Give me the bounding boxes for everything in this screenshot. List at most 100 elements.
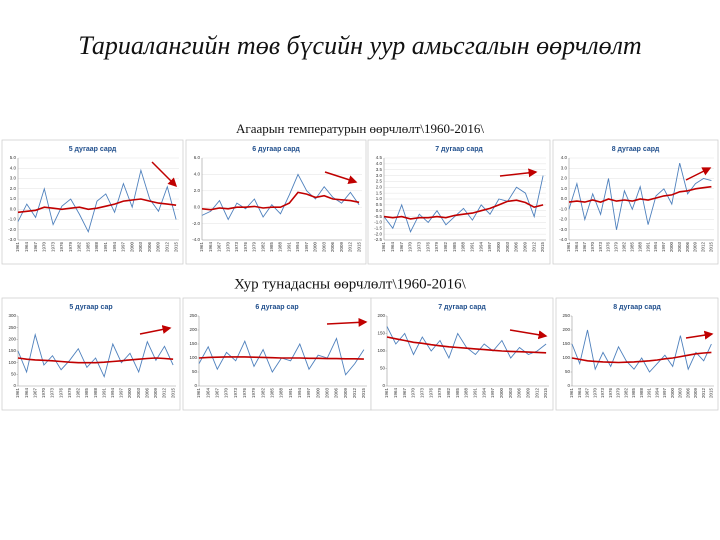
- x-tick-label: 2015: [356, 242, 361, 253]
- x-tick-label: 2003: [136, 388, 141, 399]
- x-tick-label: 2000: [313, 242, 318, 253]
- trend-line: [571, 351, 712, 364]
- panel: [1, 297, 181, 411]
- y-tick-label: 0: [382, 383, 385, 388]
- x-tick-label: 1982: [260, 242, 265, 253]
- x-tick-label: 1988: [637, 242, 642, 253]
- x-tick-label: 1979: [68, 242, 73, 253]
- trend-line: [17, 357, 174, 364]
- y-tick-label: 100: [562, 355, 570, 360]
- trend-arrow: [324, 171, 358, 184]
- x-tick-label: 1973: [233, 388, 238, 399]
- x-tick-label: 1967: [399, 242, 404, 253]
- y-tick-label: 0.0: [194, 204, 201, 209]
- x-tick-label: 1964: [24, 388, 29, 399]
- x-tick-label: 1988: [461, 242, 466, 253]
- data-line: [17, 332, 174, 379]
- x-tick-label: 2012: [164, 242, 169, 253]
- x-tick-label: 1976: [243, 242, 248, 253]
- panel-title: 5 дугаар сар: [69, 304, 112, 311]
- x-tick-label: 1961: [566, 242, 571, 253]
- x-tick-label: 1961: [15, 242, 20, 253]
- trend-line: [383, 199, 544, 220]
- y-tick-label: 4.0: [561, 155, 568, 160]
- x-tick-label: 1997: [119, 388, 124, 399]
- x-tick-label: 2006: [517, 388, 522, 399]
- x-tick-label: 2003: [508, 388, 513, 399]
- data-line: [571, 329, 712, 373]
- trend-arrow: [509, 329, 548, 340]
- x-tick-label: 1994: [653, 242, 658, 253]
- y-tick-label: 2.0: [194, 188, 201, 193]
- x-tick-label: 1964: [205, 388, 210, 399]
- trend-line: [201, 191, 360, 211]
- x-tick-label: 1976: [608, 388, 613, 399]
- x-tick-label: 2006: [330, 242, 335, 253]
- x-tick-label: 1970: [411, 388, 416, 399]
- trend-line: [17, 198, 177, 214]
- x-tick-label: 2009: [153, 388, 158, 399]
- x-tick-label: 1964: [208, 242, 213, 253]
- x-tick-label: 1961: [569, 388, 574, 399]
- trend-line: [198, 356, 364, 360]
- x-tick-label: 2003: [505, 242, 510, 253]
- panel-title: 8 дугаар сард: [613, 304, 661, 311]
- y-tick-label: 3.0: [561, 165, 568, 170]
- x-tick-label: 1991: [647, 388, 652, 399]
- y-tick-label: -1.0: [8, 217, 16, 222]
- x-tick-label: 1985: [85, 242, 90, 253]
- x-tick-label: 1982: [260, 388, 265, 399]
- x-tick-label: 2009: [339, 242, 344, 253]
- x-tick-label: 1979: [252, 242, 257, 253]
- x-tick-label: 2006: [685, 388, 690, 399]
- x-tick-label: 1991: [286, 242, 291, 253]
- panel: [367, 139, 551, 265]
- y-tick-label: 250: [562, 313, 570, 318]
- y-tick-label: 200: [189, 327, 197, 332]
- y-tick-label: -4.0: [192, 237, 200, 242]
- y-tick-label: 5.0: [10, 155, 17, 160]
- x-tick-label: 2000: [127, 388, 132, 399]
- x-tick-label: 1973: [420, 388, 425, 399]
- x-tick-label: 1985: [629, 242, 634, 253]
- panel-title: 8 дугаар сард: [612, 146, 660, 153]
- x-tick-label: 1988: [94, 242, 99, 253]
- x-tick-label: 1979: [251, 388, 256, 399]
- x-tick-label: 1991: [103, 242, 108, 253]
- panel-title: 7 дугаар сард: [435, 146, 483, 153]
- y-tick-label: 1.5: [376, 190, 383, 195]
- y-tick-label: 150: [189, 341, 197, 346]
- x-tick-label: 2000: [670, 388, 675, 399]
- x-tick-label: 1997: [304, 242, 309, 253]
- x-tick-label: 2000: [496, 242, 501, 253]
- section-title: Хур тунадасны өөрчлөлт\1960-2016\: [234, 276, 466, 292]
- x-tick-label: 1994: [295, 242, 300, 253]
- y-tick-label: 150: [8, 348, 16, 353]
- x-tick-label: 1979: [437, 388, 442, 399]
- trend-arrow: [151, 161, 178, 188]
- y-tick-label: -1.5: [374, 225, 382, 230]
- y-tick-label: -3.0: [559, 227, 567, 232]
- y-tick-label: 4.0: [376, 161, 383, 166]
- x-tick-label: 2000: [669, 242, 674, 253]
- x-tick-label: 1988: [93, 388, 98, 399]
- x-tick-label: 1985: [455, 388, 460, 399]
- x-tick-label: 1997: [662, 388, 667, 399]
- x-tick-label: 1979: [616, 388, 621, 399]
- x-tick-label: 1970: [41, 388, 46, 399]
- x-tick-label: 2012: [352, 388, 357, 399]
- panel: [185, 139, 367, 265]
- y-tick-label: -0.5: [374, 214, 382, 219]
- y-tick-label: 6.0: [194, 155, 201, 160]
- x-tick-label: 2000: [499, 388, 504, 399]
- x-tick-label: 2006: [685, 242, 690, 253]
- x-tick-label: 1961: [15, 388, 20, 399]
- x-tick-label: 1991: [470, 242, 475, 253]
- x-tick-label: 1973: [234, 242, 239, 253]
- x-tick-label: 1994: [110, 388, 115, 399]
- x-tick-label: 2009: [523, 242, 528, 253]
- x-tick-label: 1982: [446, 388, 451, 399]
- x-tick-label: 2003: [677, 242, 682, 253]
- y-tick-label: 0.5: [376, 202, 383, 207]
- x-tick-label: 2015: [543, 388, 548, 399]
